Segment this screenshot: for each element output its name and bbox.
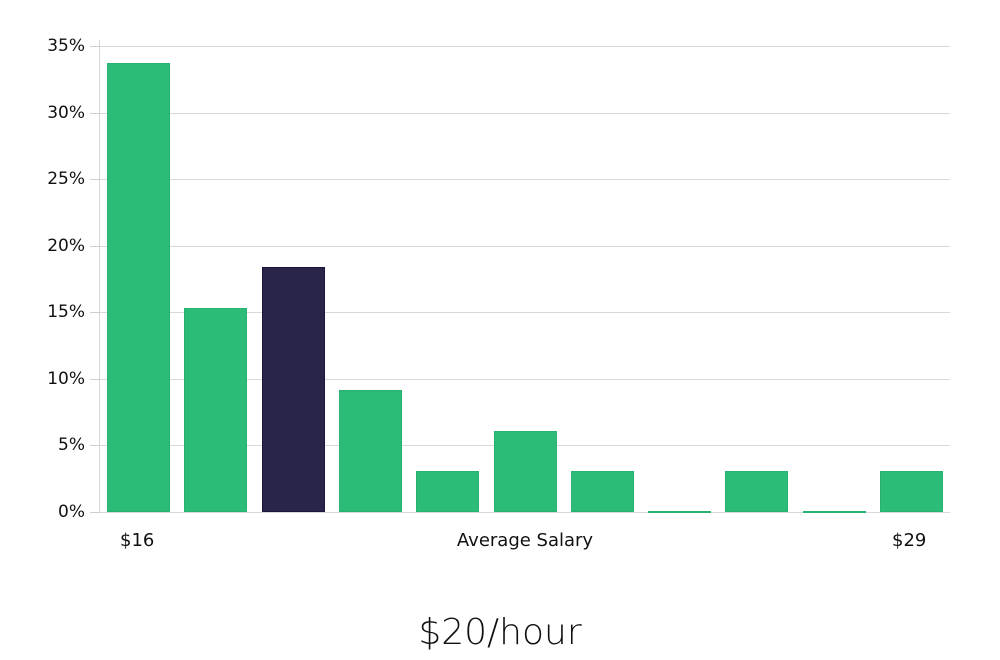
bar xyxy=(880,470,943,512)
gridline xyxy=(100,246,950,247)
y-tick-mark xyxy=(90,445,100,446)
y-tick-mark xyxy=(90,246,100,247)
gridline xyxy=(100,46,950,47)
y-tick-label: 30% xyxy=(47,103,85,123)
y-tick-label: 15% xyxy=(47,302,85,322)
y-tick-mark xyxy=(90,379,100,380)
gridline xyxy=(100,512,950,513)
x-tick-first: $16 xyxy=(120,530,155,551)
y-tick-mark xyxy=(90,512,100,513)
y-tick-label: 0% xyxy=(58,502,85,522)
bar xyxy=(494,430,557,512)
bar xyxy=(803,511,866,513)
bar xyxy=(107,63,170,512)
y-tick-label: 35% xyxy=(47,36,85,56)
bar xyxy=(725,470,788,512)
average-salary-value: $20/hour xyxy=(418,612,582,653)
x-tick-last: $29 xyxy=(892,530,927,551)
y-tick-label: 5% xyxy=(58,435,85,455)
bar xyxy=(339,389,402,512)
bar xyxy=(416,470,479,512)
gridline xyxy=(100,379,950,380)
y-tick-mark xyxy=(90,179,100,180)
y-tick-mark xyxy=(90,312,100,313)
x-axis-label: Average Salary xyxy=(456,530,594,551)
bar xyxy=(648,511,711,513)
gridline xyxy=(100,312,950,313)
bar xyxy=(571,470,634,512)
gridline xyxy=(100,113,950,114)
bar-highlighted xyxy=(262,267,325,512)
y-tick-mark xyxy=(90,46,100,47)
y-axis-line xyxy=(99,40,100,513)
gridline xyxy=(100,179,950,180)
y-tick-label: 25% xyxy=(47,169,85,189)
salary-histogram-chart: 0% 5% 10% 15% 20% 25% 30% 35% $16 Average Salar… xyxy=(47,36,950,551)
y-tick-mark xyxy=(90,113,100,114)
y-tick-label: 20% xyxy=(47,236,85,256)
y-tick-label: 10% xyxy=(47,369,85,389)
bar xyxy=(184,308,247,512)
